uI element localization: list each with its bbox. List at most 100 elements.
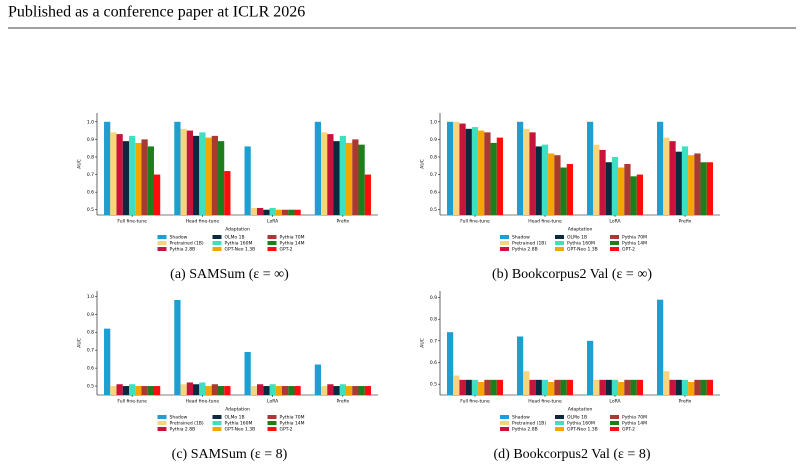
bar [116,384,123,395]
bar [535,379,542,395]
legend-swatch [212,247,222,251]
bar [180,128,187,215]
bar [663,137,670,215]
bar [496,379,503,395]
legend-swatch [610,247,619,251]
bar [611,379,619,395]
legend-swatch [267,415,277,419]
legend-label: Shadow [512,415,530,421]
bar [605,162,612,215]
y-tick-label: 0.5 [87,384,94,390]
figure-caption: (b) Bookcorpus2 Val (ε = ∞) [492,267,652,282]
bar [193,384,200,395]
legend-swatch [500,241,509,245]
legend-label: Pythia 14M [622,241,647,247]
bar [104,121,111,215]
bar [358,144,365,215]
bar [321,132,328,215]
bar [541,379,549,395]
figure-caption: (d) Bookcorpus2 Val (ε = 8) [494,447,651,462]
bar [688,382,695,395]
bar [554,379,561,395]
bar [122,141,130,215]
bar [611,156,619,215]
bar [275,209,282,215]
legend-swatch [267,247,277,251]
x-tick-label: LoRA [609,399,621,405]
legend-swatch [555,415,564,419]
legend-swatch [157,427,167,431]
bar [211,384,218,395]
legend-swatch [610,415,619,419]
legend-label: Pythia 14M [280,421,305,427]
legend-label: GPT-2 [280,247,293,253]
bar [244,146,251,215]
legend-swatch [555,427,564,431]
bar [110,386,117,395]
legend-label: GPT-Neo 1.3B [567,427,598,433]
bar [110,132,117,215]
bar [618,382,625,395]
legend-swatch [555,235,564,239]
y-axis-label: AUC [77,338,83,348]
bar [345,386,353,395]
bar [465,379,472,395]
bar [657,299,664,395]
x-tick-label: Head fine-tune [186,219,220,225]
legend-swatch [157,421,167,425]
bar [517,121,524,215]
legend-label: OLMo 1B [567,235,587,241]
bar [141,139,148,215]
y-tick-label: 1.0 [87,294,94,300]
bar [471,127,479,215]
bar [135,142,142,215]
bar [548,153,555,215]
legend-label: Pythia 70M [622,235,647,241]
bar [490,142,497,215]
legend-label: OLMo 1B [225,415,245,421]
legend-label: OLMo 1B [567,415,587,421]
bar [180,384,187,395]
bar [529,379,536,395]
y-tick-label: 0.5 [87,207,94,213]
legend-label: GPT-2 [622,427,635,433]
bar [314,364,322,395]
legend-label: Pythia 2.8B [170,247,196,253]
legend-label: Pretrained (1B) [170,421,204,427]
bar [358,386,365,395]
bar [104,328,111,395]
bar [478,130,485,215]
legend-swatch [267,241,277,245]
bar [694,153,701,215]
bar [554,155,561,215]
bar [352,386,359,395]
x-tick-label: Full fine-tune [117,399,147,405]
legend-label: Pythia 160M [225,421,253,427]
bar [681,146,689,215]
bar [327,134,334,215]
legend-swatch [212,427,222,431]
y-tick-label: 0.7 [87,348,94,354]
bar [599,149,606,215]
figure-caption: (a) SAMSum (ε = ∞) [170,267,289,282]
bar [288,209,295,215]
bar [523,128,530,215]
bar [364,174,371,215]
y-tick-label: 0.8 [87,154,94,160]
legend-swatch [267,235,277,239]
legend-label: Pretrained (1B) [170,241,204,247]
bar [257,384,264,395]
legend-swatch [500,247,509,251]
y-tick-label: 0.7 [87,172,94,178]
bar [587,340,594,395]
legend-swatch [157,247,167,251]
bar [352,139,359,215]
bar [199,132,206,215]
legend-label: GPT-Neo 1.3B [225,247,256,253]
bar [663,371,670,395]
y-tick-label: 0.5 [430,382,437,388]
bar [147,386,154,395]
legend-swatch [267,427,277,431]
bar [447,121,454,215]
bar [523,371,530,395]
